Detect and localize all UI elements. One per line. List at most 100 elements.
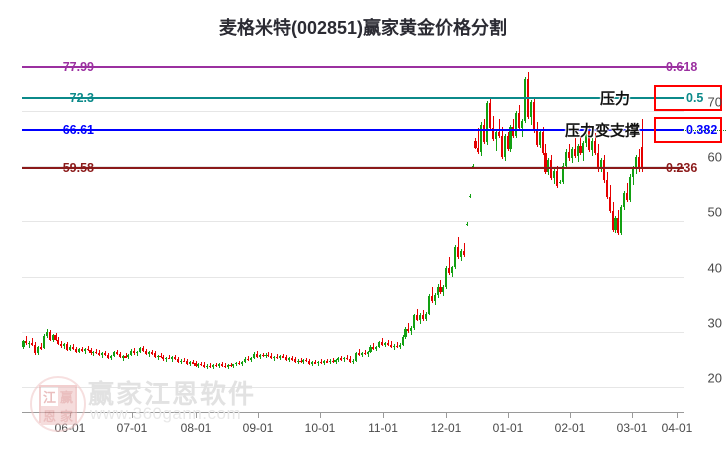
x-axis-tick [196, 412, 197, 418]
candle-body [136, 351, 139, 354]
candle-wick [126, 353, 127, 359]
x-axis [22, 412, 684, 413]
candle-wick [368, 351, 369, 357]
seal-char-0: 江 [42, 390, 56, 405]
candle-body [369, 346, 372, 353]
candle-body [165, 357, 168, 360]
candle-wick [575, 138, 576, 158]
candle-body [392, 345, 395, 348]
candle-body [203, 365, 206, 368]
candle-body [264, 354, 267, 357]
fib-ratio-label-0.236: 0.236 [666, 161, 698, 176]
candle-body [319, 361, 322, 364]
candle-wick [496, 130, 497, 151]
candle-body [515, 113, 518, 136]
candle-body [206, 365, 209, 368]
candle-body [252, 353, 255, 359]
gridline [22, 166, 684, 168]
fib-line-0.5 [22, 97, 684, 100]
candle-wick [627, 182, 628, 202]
candle-body [602, 159, 605, 181]
candle-body [226, 365, 229, 367]
candle-body [214, 365, 217, 367]
candle-body [71, 346, 75, 349]
candle-body [524, 78, 527, 122]
candle-body [209, 365, 212, 367]
x-axis-tick [570, 412, 571, 418]
x-axis-label: 04-01 [661, 421, 693, 435]
candle-body [168, 357, 171, 360]
fib-price-label-0.382: 66.61 [62, 122, 94, 137]
candle-body [261, 355, 264, 357]
candle-wick [432, 286, 433, 304]
candle-body [112, 352, 115, 356]
candle-body [413, 315, 416, 328]
candle-body [223, 365, 226, 367]
candle-body [544, 152, 547, 173]
candle-body [174, 357, 177, 359]
candle-body [614, 218, 617, 231]
candle-body [34, 345, 37, 353]
x-axis-label: 12-01 [430, 421, 462, 435]
candle-body [308, 361, 311, 364]
x-axis-label: 11-01 [368, 421, 398, 435]
candle-wick [231, 362, 232, 368]
x-axis-label: 03-01 [616, 421, 648, 435]
candle-body [51, 335, 54, 340]
candle-body [433, 294, 436, 301]
candle-wick [277, 353, 278, 359]
candle-body [258, 355, 261, 357]
candle-body [246, 358, 250, 361]
candle-body [316, 361, 320, 364]
candle-body [503, 136, 506, 158]
candle-body [532, 101, 535, 131]
candle-body [582, 143, 585, 153]
candle-body [634, 157, 637, 169]
y-axis-label: 70 [707, 94, 722, 110]
candle-body [133, 350, 136, 354]
candle-body [25, 341, 28, 344]
candle-wick [184, 357, 185, 363]
candle-body [454, 246, 457, 268]
candle-body [354, 353, 357, 361]
candle-wick [388, 340, 389, 346]
candle-wick [88, 346, 89, 352]
candle-body [194, 363, 197, 366]
fib-line-0.618 [22, 65, 684, 68]
candle-body [626, 193, 629, 200]
fib-price-label-0.5: 72.3 [69, 91, 94, 106]
fib-right-dash [640, 167, 662, 170]
candle-body [106, 355, 110, 359]
candle-body [421, 314, 425, 319]
candle-body [156, 355, 159, 358]
x-axis-label: 02-01 [554, 421, 586, 435]
candle-body [80, 348, 83, 352]
candle-wick [152, 349, 153, 355]
candle-body [640, 146, 643, 170]
candle-body [509, 126, 512, 149]
chart-annotation-0.382: 压力变支撑 [565, 122, 641, 140]
candle-body [63, 344, 66, 347]
candle-body [182, 360, 185, 362]
x-axis-tick [383, 412, 384, 418]
candle-body [162, 356, 165, 360]
candle-body [314, 362, 317, 364]
page-title: 麦格米特(002851)赢家黄金价格分割 [218, 18, 508, 38]
candle-body [220, 364, 223, 366]
candle-body [494, 132, 497, 139]
candle-body [322, 361, 325, 363]
x-axis-label: 10-01 [304, 421, 336, 435]
watermark-brand: 赢家江恩软件 [88, 379, 257, 409]
candle-body [115, 352, 118, 354]
candle-body [384, 343, 387, 346]
candle-wick [161, 353, 162, 358]
x-axis-tick [258, 412, 259, 418]
candle-body [159, 355, 162, 358]
candle-body [101, 353, 104, 356]
plot-area [22, 50, 684, 412]
seal-char-3: 家 [58, 406, 75, 425]
candle-body [556, 171, 559, 186]
candle-body [176, 358, 180, 363]
candle-body [518, 113, 521, 129]
candle-body [83, 348, 86, 352]
